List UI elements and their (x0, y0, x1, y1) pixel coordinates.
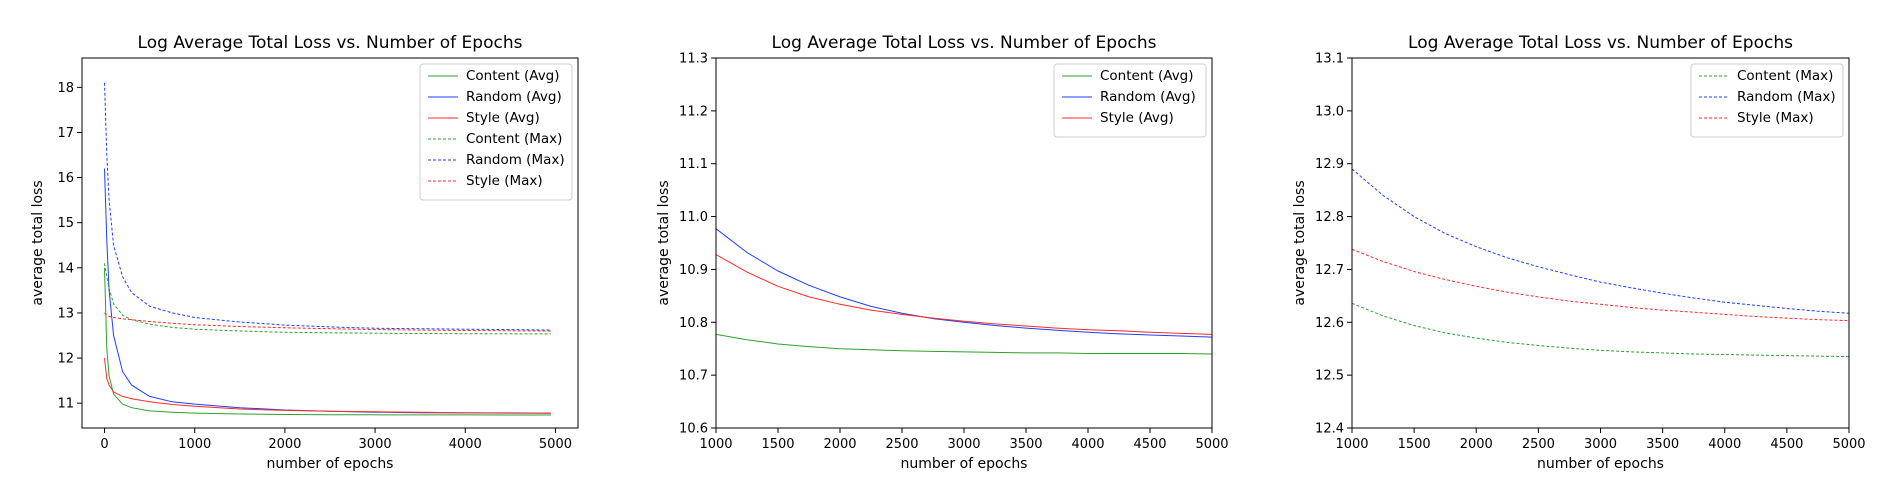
x-tick-label: 1500 (761, 437, 794, 452)
x-tick-label: 3500 (1009, 437, 1042, 452)
x-tick-label: 2000 (1460, 437, 1493, 452)
x-tick-label: 2500 (1522, 437, 1555, 452)
legend-label: Style (Avg) (466, 110, 540, 126)
y-tick-label: 11.2 (679, 104, 708, 119)
series-line-random-max (104, 82, 551, 331)
x-tick-label: 5000 (1832, 437, 1865, 452)
legend-label: Style (Avg) (1100, 110, 1174, 126)
y-tick-label: 16 (57, 171, 74, 186)
y-tick-label: 12.6 (1315, 316, 1344, 331)
legend-box (1053, 63, 1207, 138)
x-axis-label: number of epochs (901, 456, 1028, 472)
legend-label: Random (Max) (466, 152, 565, 168)
y-tick-label: 12.5 (1315, 369, 1344, 384)
x-tick-label: 4500 (1770, 437, 1803, 452)
chart-panel-2: 1000 1500 2000 2500 3000 3500 4000 4500 5000 10.6… (656, 33, 1229, 472)
series-line-random-avg (716, 228, 1212, 338)
legend-label: Random (Avg) (466, 89, 562, 105)
legend-box (1690, 63, 1844, 138)
y-tick-label: 12.8 (1315, 210, 1344, 225)
x-tick-label: 3000 (1584, 437, 1617, 452)
plot-frame (81, 57, 579, 429)
y-tick-label: 10.8 (679, 316, 708, 331)
y-tick-label: 12.7 (1315, 263, 1344, 278)
chart-title: Log Average Total Loss vs. Number of Epo… (1408, 33, 1793, 53)
chart-title: Log Average Total Loss vs. Number of Epo… (772, 33, 1157, 53)
y-axis-label: average total loss (656, 180, 672, 305)
y-tick-label: 11.3 (679, 52, 708, 67)
chart-panel-1: 0 1000 2000 3000 4000 5000 11 12 13 14 15 16 17 18 Log… (30, 33, 579, 472)
y-tick-label: 13 (57, 306, 74, 321)
legend-label: Content (Max) (1737, 68, 1833, 84)
y-tick-label: 10.7 (679, 369, 708, 384)
x-tick-label: 1000 (699, 437, 732, 452)
series-line-random-max (1352, 168, 1849, 314)
x-tick-label: 4000 (1708, 437, 1741, 452)
x-tick-label: 2000 (268, 437, 301, 452)
x-tick-label: 1000 (178, 437, 211, 452)
x-tick-label: 3500 (1646, 437, 1679, 452)
y-tick-label: 11.1 (679, 157, 708, 172)
legend: Content (Avg) Random (Avg) Style (Avg) (1053, 63, 1207, 138)
y-tick-label: 12.4 (1315, 422, 1344, 437)
legend-label: Style (Max) (1737, 110, 1814, 126)
y-axis-label: average total loss (1292, 180, 1308, 305)
y-tick-label: 14 (57, 261, 74, 276)
series-line-content-avg (716, 333, 1212, 355)
x-tick-label: 4500 (1133, 437, 1166, 452)
x-tick-label: 2500 (885, 437, 918, 452)
legend-box (419, 63, 573, 201)
x-tick-label: 5000 (1195, 437, 1228, 452)
series-line-style-max (104, 312, 551, 332)
y-tick-label: 18 (57, 81, 74, 96)
x-tick-label: 4000 (449, 437, 482, 452)
legend-label: Content (Max) (466, 131, 562, 147)
legend: Content (Avg) Random (Avg) Style (Avg) Cont… (419, 63, 573, 201)
legend-label: Random (Avg) (1100, 89, 1196, 105)
y-tick-label: 13.1 (1315, 52, 1344, 67)
legend-label: Content (Avg) (1100, 68, 1194, 84)
chart-title: Log Average Total Loss vs. Number of Epo… (138, 33, 523, 53)
series-line-style-avg (716, 254, 1212, 335)
y-tick-label: 17 (57, 126, 74, 141)
y-tick-label: 15 (57, 216, 74, 231)
y-tick-label: 10.9 (679, 263, 708, 278)
y-tick-label: 11.0 (679, 210, 708, 225)
legend-label: Random (Max) (1737, 89, 1836, 105)
x-axis-label: number of epochs (1537, 456, 1664, 472)
series-line-content-max (104, 263, 551, 335)
legend: Content (Max) Random (Max) Style (Max) (1690, 63, 1844, 138)
y-tick-label: 11 (57, 397, 74, 412)
legend-label: Content (Avg) (466, 68, 560, 84)
series-line-style-avg (104, 358, 551, 414)
x-tick-label: 5000 (539, 437, 572, 452)
y-axis-label: average total loss (30, 180, 46, 305)
series-line-content-max (1352, 302, 1849, 358)
x-tick-label: 1500 (1398, 437, 1431, 452)
x-tick-label: 1000 (1335, 437, 1368, 452)
x-tick-label: 3000 (947, 437, 980, 452)
series-line-content-avg (104, 267, 551, 416)
chart-panel-3: 1000 1500 2000 2500 3000 3500 4000 4500 5000 12.4… (1292, 33, 1866, 472)
x-tick-label: 2000 (823, 437, 856, 452)
series-line-random-avg (104, 168, 551, 414)
x-tick-label: 0 (100, 437, 108, 452)
y-tick-label: 13.0 (1315, 104, 1344, 119)
y-tick-label: 12.9 (1315, 157, 1344, 172)
series-line-style-max (1352, 248, 1849, 322)
x-tick-label: 4000 (1071, 437, 1104, 452)
x-tick-label: 3000 (359, 437, 392, 452)
legend-label: Style (Max) (466, 173, 543, 189)
y-tick-label: 12 (57, 352, 74, 367)
x-axis-label: number of epochs (267, 456, 394, 472)
y-tick-label: 10.6 (679, 422, 708, 437)
